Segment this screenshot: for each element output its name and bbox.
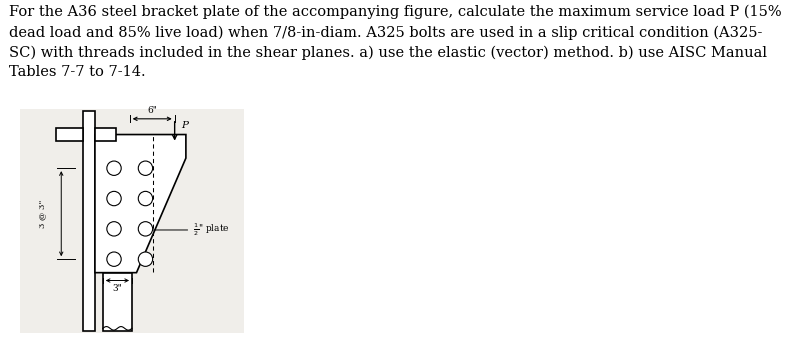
Circle shape [107,252,121,266]
Circle shape [107,161,121,175]
Bar [56,128,83,141]
Bar [95,128,117,141]
Text: 6": 6" [147,106,157,116]
Circle shape [138,161,153,175]
Bar [102,273,132,331]
Text: 3": 3" [113,284,122,293]
Circle shape [107,191,121,206]
Text: 3 @ 3": 3 @ 3" [38,200,46,228]
Text: $\frac{1}{2}$" plate: $\frac{1}{2}$" plate [192,222,229,238]
Circle shape [138,191,153,206]
Text: P: P [181,121,188,130]
Bar [83,111,95,331]
Circle shape [107,222,121,236]
Polygon shape [95,135,186,273]
Text: For the A36 steel bracket plate of the accompanying figure, calculate the maximu: For the A36 steel bracket plate of the a… [9,5,782,79]
Circle shape [138,252,153,266]
Circle shape [138,222,153,236]
